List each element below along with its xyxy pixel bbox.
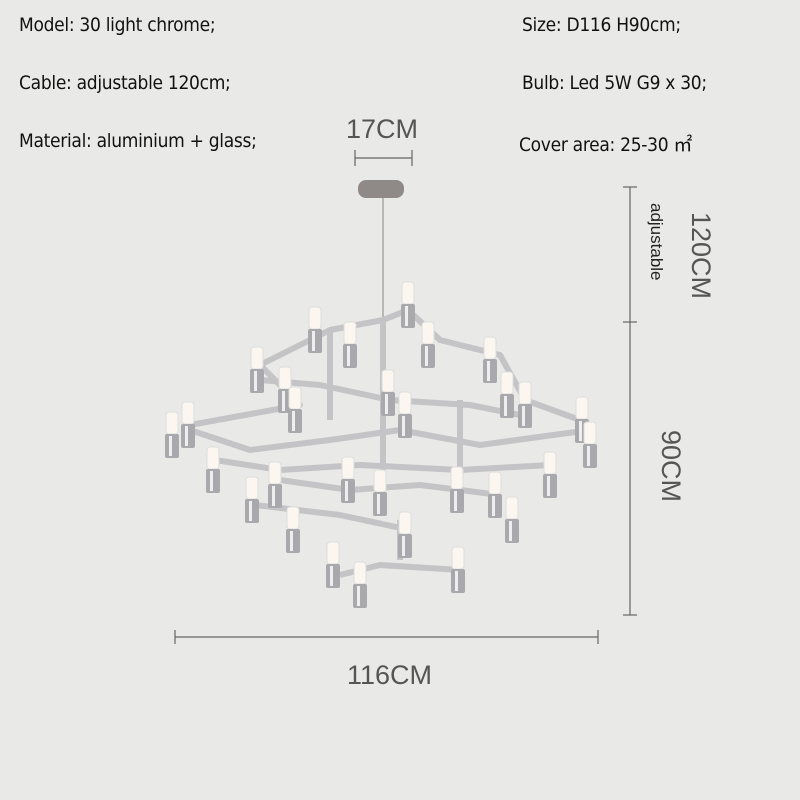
candle-light <box>488 471 502 518</box>
spec-material: Material: aluminium + glass; <box>19 130 257 152</box>
candle-light <box>343 321 357 368</box>
dimension-lines <box>174 150 637 644</box>
spec-size: Size: D116 H90cm; <box>522 14 681 36</box>
chandelier-arm <box>214 457 551 473</box>
candle-light <box>401 281 415 328</box>
candle-light <box>518 381 532 428</box>
candle-light <box>268 461 282 508</box>
candle-light <box>165 411 179 458</box>
diameter-label: 116CM <box>347 660 433 690</box>
candle-light <box>583 421 597 468</box>
candle-light <box>398 391 412 438</box>
candle-light <box>286 506 300 553</box>
candle-light <box>451 546 465 593</box>
candle-light <box>543 451 557 498</box>
candle-light <box>450 466 464 513</box>
canopy <box>358 180 404 320</box>
candle-light <box>181 401 195 448</box>
candle-light <box>245 476 259 523</box>
candle-light <box>373 469 387 516</box>
candle-light <box>288 386 302 433</box>
chandelier-arms <box>189 307 591 578</box>
candles <box>165 281 597 608</box>
candle-light <box>500 371 514 418</box>
candle-light <box>250 346 264 393</box>
chandelier-arm <box>339 562 461 578</box>
candle-light <box>341 456 355 503</box>
candle-light <box>206 446 220 493</box>
spec-bulb: Bulb: Led 5W G9 x 30; <box>522 72 707 94</box>
spec-model: Model: 30 light chrome; <box>19 14 216 36</box>
candle-light <box>308 306 322 353</box>
chandelier-arm <box>279 477 501 498</box>
candle-light <box>421 321 435 368</box>
candle-light <box>398 511 412 558</box>
spec-cover-area: Cover area: 25-30 ㎡ <box>519 134 693 156</box>
chandelier-arm <box>189 427 591 453</box>
canopy-width-label: 17CM <box>346 114 419 144</box>
candle-light <box>505 496 519 543</box>
chandelier-arm <box>254 502 411 533</box>
candle-light <box>353 561 367 608</box>
candle-light <box>483 336 497 383</box>
candle-light <box>381 369 395 416</box>
spec-cable: Cable: adjustable 120cm; <box>19 72 231 94</box>
candle-light <box>326 541 340 588</box>
